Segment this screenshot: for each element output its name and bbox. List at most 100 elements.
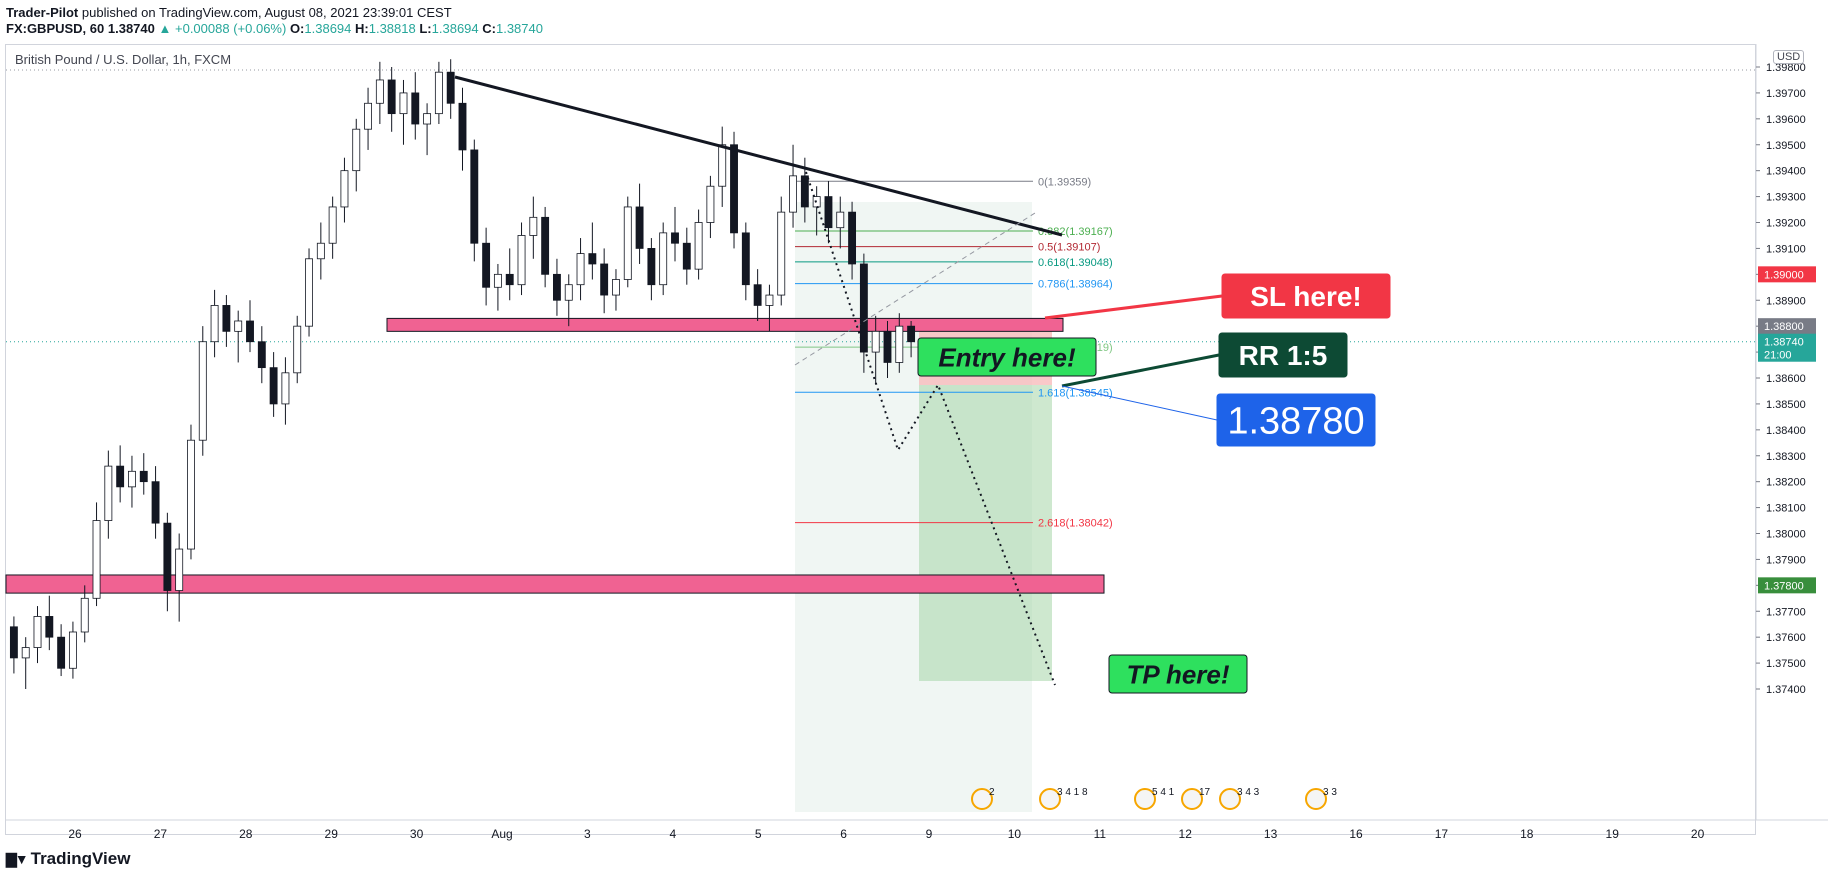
candle-up (92, 520, 101, 599)
candle-down (907, 325, 916, 343)
candle-up (234, 320, 243, 332)
candle-down (458, 102, 467, 151)
entry-callout: Entry here! (938, 342, 1076, 372)
candle-up (836, 211, 845, 229)
ohlc-header: FX:GBPUSD, 60 1.38740 ▲ +0.00088 (+0.06%… (6, 21, 543, 36)
candle-down (411, 92, 420, 125)
candle-up (564, 284, 573, 301)
symbol-label: British Pound / U.S. Dollar, 1h, FXCM (15, 52, 232, 67)
event-badge-count: 17 (1199, 787, 1211, 798)
fib-extension-line (794, 212, 1036, 366)
brand-name: TradingView (30, 849, 131, 868)
fib-level-label: 0(1.39359) (1038, 176, 1091, 188)
candle-up (340, 170, 349, 208)
candle-up (68, 631, 77, 669)
candle-up (694, 222, 703, 270)
price-tag-label: 1.38740 (1764, 337, 1804, 349)
candle-down (671, 232, 679, 244)
candle-up (281, 372, 290, 405)
candle-up (434, 71, 443, 115)
candle-up (612, 279, 620, 296)
candle-down (741, 232, 750, 286)
price-tick-label: 1.37400 (1766, 684, 1806, 696)
candle-up (895, 325, 904, 363)
price-tick-label: 1.37600 (1766, 632, 1806, 644)
price-callout-pointer (1061, 385, 1218, 421)
time-tick-label: 26 (68, 827, 82, 841)
price-tag-label: 1.39000 (1764, 269, 1804, 281)
candle-down (541, 216, 550, 275)
time-tick-label: 16 (1349, 827, 1363, 841)
event-flag-icon (1134, 788, 1156, 810)
price-tick-label: 1.39700 (1766, 88, 1806, 100)
price-tick-label: 1.38400 (1766, 425, 1806, 437)
candle-up (399, 92, 408, 115)
candle-up (293, 325, 302, 374)
candle-down (588, 253, 597, 265)
candle-up (576, 253, 585, 286)
price-tag (1758, 318, 1816, 335)
currency-button[interactable]: USD (1773, 50, 1805, 64)
time-tick-label: 5 (755, 827, 762, 841)
price-tick-label: 1.38600 (1766, 373, 1806, 385)
price-tag-label: 1.38800 (1764, 321, 1804, 333)
publisher-name[interactable]: Trader-Pilot (6, 5, 79, 20)
candle-down (387, 79, 396, 115)
entry-callout-box (917, 337, 1097, 377)
candle-up (706, 185, 715, 223)
candle-up (104, 465, 113, 521)
tp-callout: TP here! (1126, 659, 1229, 689)
time-tick-label: 12 (1179, 827, 1193, 841)
event-flag-icon (1305, 788, 1327, 810)
time-tick-label: Aug (491, 827, 512, 841)
time-tick-label: 3 (584, 827, 591, 841)
last-price: 1.38740 (107, 21, 155, 36)
low-value: 1.38694 (431, 21, 479, 36)
candle-up (328, 206, 337, 244)
candle-up (187, 439, 195, 550)
candle-down (470, 149, 479, 244)
candle-up (765, 294, 774, 306)
fib-level-label: 0.5(1.39107) (1038, 242, 1100, 254)
price-tick-label: 1.38500 (1766, 399, 1806, 411)
price-tag-label: 1.37800 (1764, 580, 1804, 592)
rr-callout: RR 1:5 (1239, 340, 1328, 371)
candle-down (45, 616, 54, 638)
publish-header: Trader-Pilot published on TradingView.co… (6, 5, 452, 20)
time-tick-label: 27 (154, 827, 168, 841)
price-tick-label: 1.39600 (1766, 114, 1806, 126)
sl-callout-pointer (1044, 294, 1223, 320)
candle-down (257, 341, 266, 369)
rr-callout-box (1218, 332, 1348, 378)
high-label: H: (355, 21, 369, 36)
sl-callout: SL here! (1250, 281, 1362, 312)
time-tick-label: 19 (1606, 827, 1620, 841)
price-tag (1758, 266, 1816, 283)
published-text: published on TradingView.com, August 08,… (81, 5, 452, 20)
tp-callout-box (1108, 654, 1248, 694)
candle-down (57, 636, 66, 669)
time-tick-label: 28 (239, 827, 253, 841)
tradingview-logo[interactable]: ▇▼ TradingView (6, 849, 130, 869)
candle-up (305, 258, 313, 327)
tv-logo-icon: ▇▼ (6, 850, 29, 867)
candle-down (635, 206, 644, 249)
candle-down (163, 522, 172, 591)
low-label: L: (419, 21, 432, 36)
candle-up (80, 597, 89, 633)
fib-level-label: 0.618(1.39048) (1038, 257, 1113, 269)
price-tick-label: 1.38000 (1766, 529, 1806, 541)
price-tag (1758, 333, 1816, 362)
price-tick-label: 1.37500 (1766, 658, 1806, 670)
price-tick-label: 1.37900 (1766, 554, 1806, 566)
candle-up (517, 235, 526, 286)
candle-down (859, 263, 868, 353)
candle-down (116, 465, 125, 488)
candle-down (505, 273, 514, 286)
candle-down (139, 470, 148, 483)
candle-up (198, 341, 207, 441)
fib-level-label: 2.618(1.38042) (1038, 518, 1113, 530)
candle-up (777, 211, 786, 296)
candle-down (482, 242, 491, 288)
